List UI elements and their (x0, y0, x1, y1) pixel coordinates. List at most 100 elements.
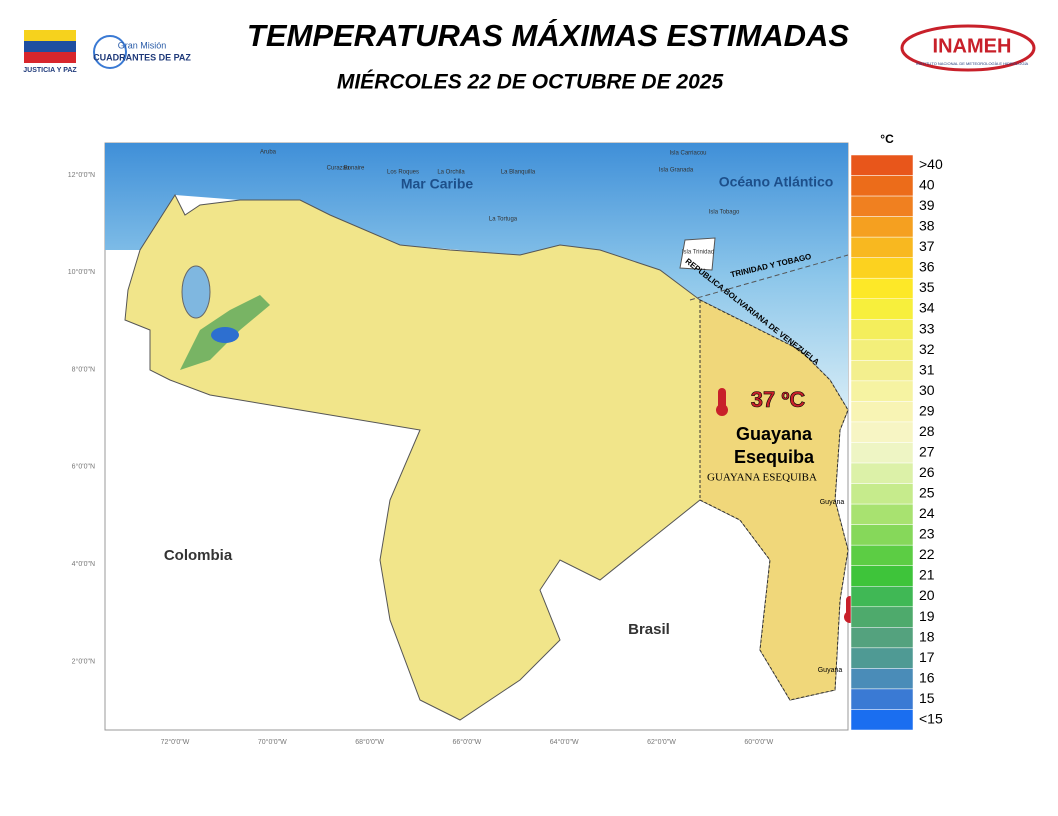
legend-swatch (850, 175, 914, 197)
legend-swatch (850, 236, 914, 258)
legend-unit: °C (880, 132, 894, 146)
island-label: Bonaire (344, 166, 365, 172)
legend-label: 37 (919, 238, 935, 254)
legend-label: 39 (919, 197, 935, 213)
logo-text: INSTITUTO NACIONAL DE METEOROLOGÍA E HID… (916, 61, 1029, 66)
esequibo (699, 299, 849, 701)
sea-label: Océano Atlántico (719, 174, 834, 190)
legend-swatch (850, 442, 914, 464)
lat-label: 10°0'0"N (68, 268, 95, 276)
country-label: Brasil (628, 621, 670, 638)
legend-swatch (850, 483, 914, 505)
logo-left: JUSTICIA Y PAZ (23, 30, 77, 74)
island-label: Curazao (327, 166, 350, 172)
logo-text: Gran Misión (118, 40, 167, 50)
legend-label: 33 (919, 320, 935, 336)
lon-label: 66°0'0"W (452, 738, 481, 746)
island-label: La Tortuga (489, 217, 518, 223)
legend-swatch (850, 277, 914, 300)
legend-label: 17 (919, 649, 935, 665)
logo-text: CUADRANTES DE PAZ (93, 52, 191, 62)
legend-swatch (850, 319, 914, 341)
sea (105, 143, 848, 410)
lon-label: 64°0'0"W (550, 738, 579, 746)
legend-label: 24 (919, 505, 935, 521)
legend-swatch (850, 421, 914, 443)
lake-maracaibo (181, 265, 211, 319)
axis-labels: 12°0'0"N 10°0'0"N 8°0'0"N 6°0'0"N 4°0'0"N 2°0… (68, 171, 774, 746)
legend-label: 26 (919, 464, 935, 480)
island-label: Aruba (260, 150, 277, 156)
island-label: Isla Carriacou (669, 151, 706, 157)
lon-label: 70°0'0"W (258, 738, 287, 746)
legend-label: 15 (919, 690, 935, 706)
island-label: Isla Granada (659, 168, 694, 174)
map (104, 142, 849, 731)
lon-label: 68°0'0"W (355, 738, 384, 746)
lon-label: 72°0'0"W (161, 738, 190, 746)
legend-label: 27 (919, 443, 935, 459)
legend-swatch (850, 380, 914, 402)
legend-label: <15 (919, 710, 943, 726)
legend-label: 18 (919, 628, 935, 644)
lat-label: 2°0'0"N (72, 657, 95, 665)
legend-swatch (850, 462, 914, 484)
legend-label: 32 (919, 341, 935, 357)
legend-label: 36 (919, 259, 935, 275)
legend-label: 40 (919, 177, 935, 193)
border-label: GUAYANA ESEQUIBA (707, 472, 817, 484)
legend-swatch (850, 401, 914, 423)
legend-label: 23 (919, 526, 935, 542)
legend-swatch (850, 360, 914, 382)
legend-swatch (850, 216, 914, 238)
legend: °C >40 40 39 38 37 36 35 34 33 32 31 30 29 28 27 26 25 24… (850, 132, 943, 731)
legend-swatch (850, 606, 914, 628)
lat-label: 6°0'0"N (72, 463, 95, 471)
legend-swatch (850, 503, 914, 525)
legend-swatch (850, 544, 914, 566)
legend-label: 34 (919, 300, 935, 316)
lon-label: 60°0'0"W (744, 738, 773, 746)
legend-swatch (850, 524, 914, 546)
island-label: Isla Trinidad (682, 250, 714, 256)
island-label: Los Roques (387, 170, 419, 176)
legend-label: 38 (919, 218, 935, 234)
annotation-value: 37 ºC (751, 387, 806, 412)
lat-label: 4°0'0"N (72, 560, 95, 568)
lat-label: 8°0'0"N (72, 365, 95, 373)
legend-swatch (850, 565, 914, 587)
logo-caption: JUSTICIA Y PAZ (23, 67, 77, 74)
legend-swatch (850, 627, 914, 649)
legend-label: 19 (919, 608, 935, 624)
annotation-region: Esequiba (734, 447, 815, 467)
legend-swatch (850, 257, 914, 279)
legend-label: 22 (919, 546, 935, 562)
legend-swatch (850, 586, 914, 608)
lon-label: 62°0'0"W (647, 738, 676, 746)
legend-swatch (850, 688, 914, 710)
subtitle: MIÉRCOLES 22 DE OCTUBRE DE 2025 (337, 71, 724, 94)
logo-mission: Gran Misión CUADRANTES DE PAZ (93, 35, 191, 69)
legend-label: 35 (919, 279, 935, 295)
legend-swatch (850, 647, 914, 669)
sea-label: Mar Caribe (401, 176, 474, 192)
maritime-border (689, 254, 849, 301)
legend-swatch (850, 709, 914, 731)
legend-label: 28 (919, 423, 935, 439)
lat-label: 12°0'0"N (68, 171, 95, 179)
annotation: 37 ºC Guayana Esequiba (716, 387, 856, 623)
high-andes (211, 327, 239, 343)
trinidad (679, 237, 716, 271)
logo-text: INAMEH (933, 35, 1012, 57)
legend-swatch (850, 195, 914, 217)
legend-label: 29 (919, 402, 935, 418)
country-label: Guyana (820, 499, 845, 506)
legend-swatch (850, 668, 914, 690)
island-label: La Blanquilla (501, 170, 536, 176)
island-label: Isla Tobago (709, 210, 740, 216)
legend-swatch (850, 339, 914, 361)
logo-inameh: INAMEH INSTITUTO NACIONAL DE METEOROLOGÍ… (900, 24, 1036, 72)
island-label: La Orchila (437, 170, 465, 176)
